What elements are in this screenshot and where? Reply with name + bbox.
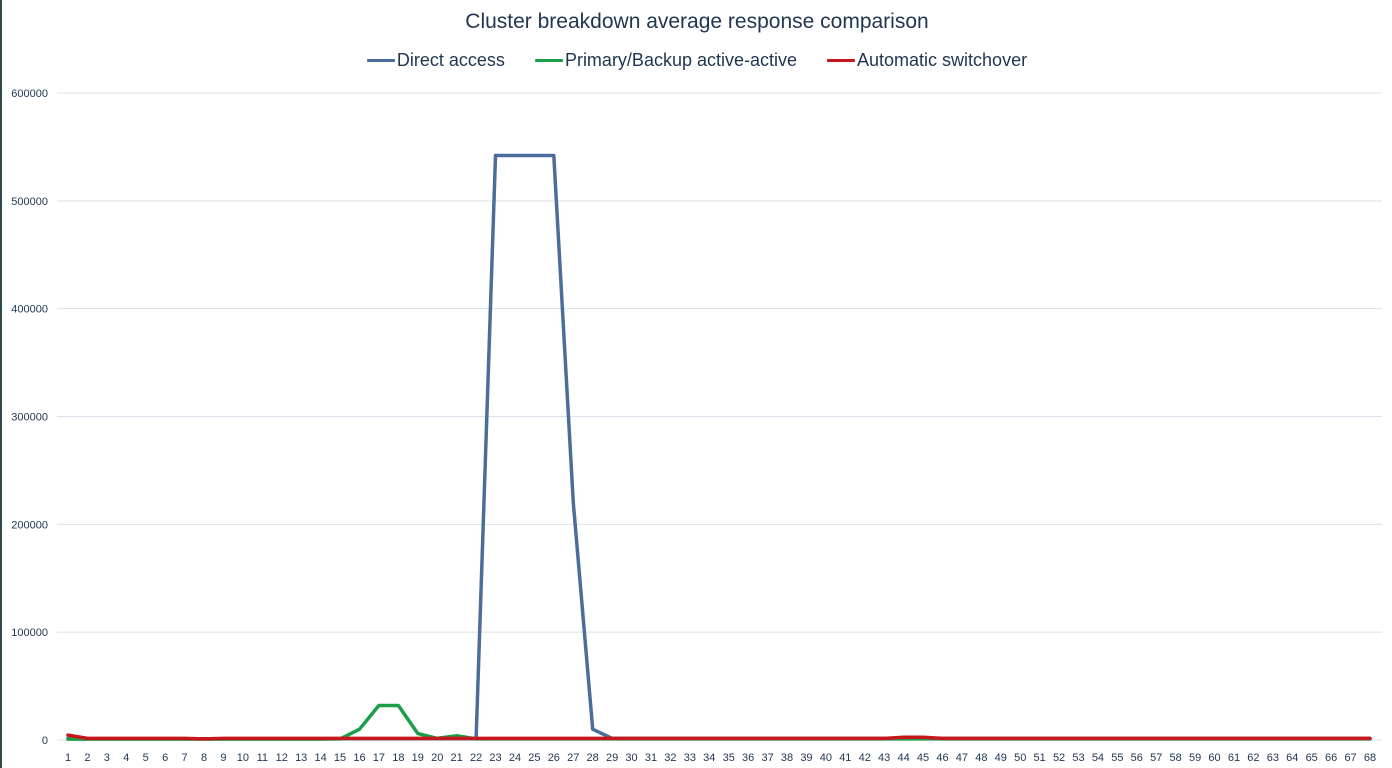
x-tick-label: 13 <box>295 752 307 764</box>
x-tick-label: 48 <box>975 752 987 764</box>
x-tick-label: 25 <box>528 752 540 764</box>
x-tick-label: 44 <box>897 752 909 764</box>
series-line-2 <box>66 733 1372 741</box>
x-tick-label: 68 <box>1364 752 1376 764</box>
x-tick-label: 40 <box>820 752 832 764</box>
x-tick-label: 18 <box>392 752 404 764</box>
x-tick-label: 42 <box>859 752 871 764</box>
x-tick-label: 10 <box>237 752 249 764</box>
x-tick-label: 15 <box>334 752 346 764</box>
x-tick-label: 47 <box>956 752 968 764</box>
x-tick-label: 38 <box>781 752 793 764</box>
x-tick-label: 65 <box>1306 752 1318 764</box>
x-tick-label: 31 <box>645 752 657 764</box>
x-tick-label: 3 <box>104 752 110 764</box>
x-tick-label: 30 <box>625 752 637 764</box>
legend: Direct access Primary/Backup active-acti… <box>2 50 1392 71</box>
x-tick-label: 26 <box>548 752 560 764</box>
x-tick-label: 53 <box>1072 752 1084 764</box>
x-tick-label: 50 <box>1014 752 1026 764</box>
y-tick-label: 100000 <box>11 627 48 639</box>
x-tick-label: 52 <box>1053 752 1065 764</box>
series-line-1 <box>66 703 1372 741</box>
x-tick-label: 2 <box>84 752 90 764</box>
x-tick-label: 29 <box>606 752 618 764</box>
x-tick-label: 24 <box>509 752 521 764</box>
x-tick-label: 64 <box>1286 752 1298 764</box>
x-tick-label: 62 <box>1247 752 1259 764</box>
x-tick-label: 21 <box>451 752 463 764</box>
x-tick-label: 39 <box>800 752 812 764</box>
x-tick-label: 17 <box>373 752 385 764</box>
x-tick-label: 41 <box>839 752 851 764</box>
x-tick-label: 28 <box>587 752 599 764</box>
x-tick-label: 55 <box>1111 752 1123 764</box>
y-tick-label: 0 <box>42 735 48 747</box>
x-tick-label: 34 <box>703 752 715 764</box>
x-tick-label: 1 <box>65 752 71 764</box>
x-tick-label: 60 <box>1208 752 1220 764</box>
legend-label: Automatic switchover <box>857 50 1028 70</box>
x-tick-label: 63 <box>1267 752 1279 764</box>
x-tick-label: 27 <box>567 752 579 764</box>
legend-swatch <box>366 59 395 62</box>
x-tick-label: 54 <box>1092 752 1104 764</box>
x-tick-label: 32 <box>664 752 676 764</box>
y-tick-label: 500000 <box>11 196 48 208</box>
x-tick-label: 19 <box>412 752 424 764</box>
legend-swatch <box>827 59 856 62</box>
series-line-0 <box>66 153 1372 741</box>
y-tick-label: 600000 <box>11 88 48 100</box>
x-tick-label: 57 <box>1150 752 1162 764</box>
y-tick-label: 200000 <box>11 519 48 531</box>
x-tick-label: 12 <box>276 752 288 764</box>
y-tick-label: 300000 <box>11 412 48 424</box>
x-tick-label: 5 <box>143 752 149 764</box>
x-tick-label: 7 <box>182 752 188 764</box>
x-tick-label: 59 <box>1189 752 1201 764</box>
legend-label: Direct access <box>396 50 505 70</box>
x-tick-label: 67 <box>1344 752 1356 764</box>
x-tick-label: 6 <box>162 752 168 764</box>
x-tick-label: 45 <box>917 752 929 764</box>
legend-item-direct-access: Direct access <box>366 50 505 71</box>
x-tick-label: 49 <box>995 752 1007 764</box>
x-tick-label: 16 <box>353 752 365 764</box>
chart-title: Cluster breakdown average response compa… <box>465 10 929 33</box>
x-tick-label: 37 <box>761 752 773 764</box>
x-tick-label: 4 <box>123 752 129 764</box>
x-tick-label: 43 <box>878 752 890 764</box>
x-tick-label: 22 <box>470 752 482 764</box>
x-tick-label: 61 <box>1228 752 1240 764</box>
x-tick-label: 58 <box>1170 752 1182 764</box>
legend-item-automatic-switchover: Automatic switchover <box>827 50 1027 71</box>
x-tick-label: 9 <box>220 752 226 764</box>
x-tick-label: 56 <box>1131 752 1143 764</box>
x-tick-label: 20 <box>431 752 443 764</box>
x-tick-label: 14 <box>315 752 327 764</box>
legend-label: Primary/Backup active-active <box>564 50 798 70</box>
x-tick-label: 66 <box>1325 752 1337 764</box>
y-tick-label: 400000 <box>11 304 48 316</box>
x-tick-label: 51 <box>1034 752 1046 764</box>
x-tick-label: 11 <box>257 752 268 764</box>
x-tick-label: 35 <box>723 752 735 764</box>
x-tick-label: 36 <box>742 752 754 764</box>
x-tick-label: 8 <box>201 752 207 764</box>
x-tick-label: 46 <box>936 752 948 764</box>
legend-item-primary-backup: Primary/Backup active-active <box>534 50 798 71</box>
x-tick-label: 33 <box>684 752 696 764</box>
x-tick-label: 23 <box>489 752 501 764</box>
legend-swatch <box>534 59 563 62</box>
